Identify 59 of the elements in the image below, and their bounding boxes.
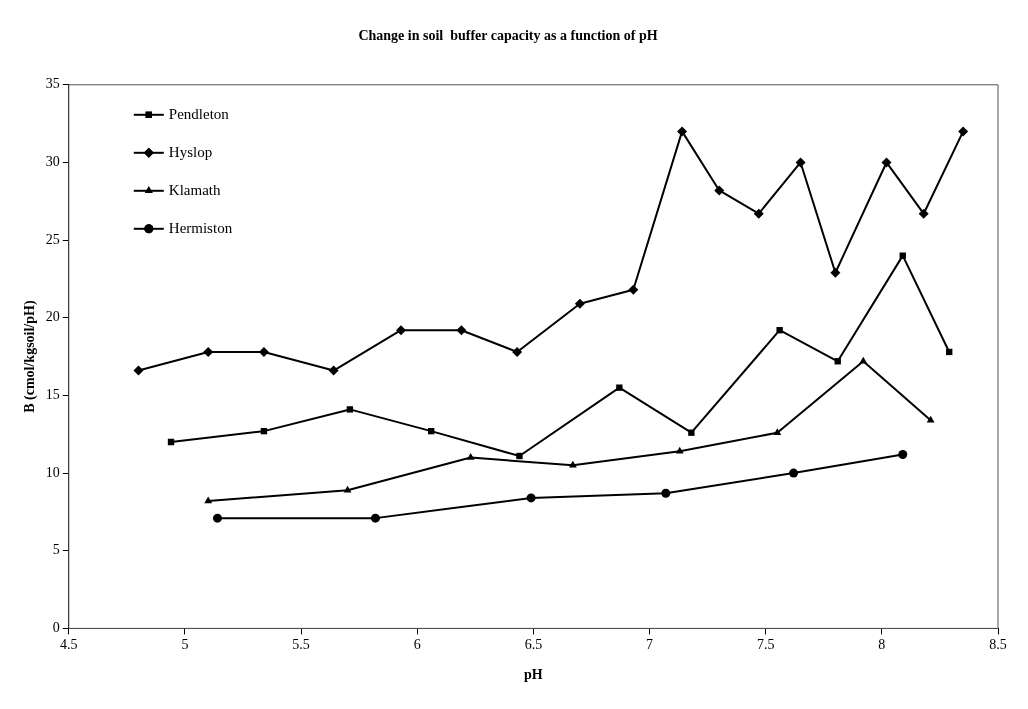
y-tick-label: 20 bbox=[45, 309, 60, 325]
point bbox=[795, 157, 806, 168]
x-tick-label: 5.5 bbox=[292, 637, 310, 653]
y-axis-title: B (cmol/kgsoil/pH) bbox=[22, 300, 39, 413]
point bbox=[830, 267, 841, 278]
x-tick-label: 6 bbox=[413, 637, 421, 653]
point bbox=[370, 513, 380, 523]
point bbox=[328, 365, 339, 376]
legend-label: Pendleton bbox=[168, 105, 230, 122]
point bbox=[512, 346, 523, 357]
legend-label: Hyslop bbox=[168, 143, 213, 160]
y-tick-label: 10 bbox=[45, 464, 60, 480]
legend-label: Klamath bbox=[168, 181, 221, 198]
point bbox=[789, 468, 799, 478]
y-tick-label: 25 bbox=[45, 231, 60, 247]
x-tick-label: 8.5 bbox=[989, 637, 1007, 653]
point bbox=[859, 356, 868, 364]
point bbox=[675, 446, 684, 454]
point bbox=[773, 428, 782, 435]
x-tick-label: 6.5 bbox=[524, 637, 543, 653]
x-axis-title: pH bbox=[524, 667, 543, 683]
y-tick-label: 15 bbox=[45, 387, 60, 403]
x-tick-label: 5 bbox=[181, 637, 189, 653]
point bbox=[918, 208, 929, 219]
point bbox=[466, 453, 475, 460]
x-tick-label: 7.5 bbox=[756, 637, 775, 653]
y-tick-label: 5 bbox=[52, 542, 60, 558]
point bbox=[926, 415, 935, 423]
point bbox=[395, 325, 406, 336]
point bbox=[574, 298, 585, 309]
point bbox=[661, 488, 671, 498]
point bbox=[899, 252, 906, 259]
y-tick-label: 0 bbox=[52, 620, 60, 636]
point bbox=[568, 460, 577, 468]
point bbox=[753, 208, 764, 219]
point bbox=[881, 157, 892, 168]
point bbox=[677, 126, 688, 137]
x-tick-label: 7 bbox=[646, 637, 654, 653]
point bbox=[346, 406, 354, 413]
point bbox=[204, 496, 213, 504]
point bbox=[958, 126, 969, 137]
point bbox=[212, 513, 222, 523]
point bbox=[616, 384, 623, 391]
point bbox=[516, 452, 523, 460]
x-tick-label: 4.5 bbox=[60, 637, 78, 653]
point bbox=[526, 493, 536, 503]
point bbox=[456, 325, 467, 336]
x-tick-label: 8 bbox=[878, 637, 886, 653]
point bbox=[776, 327, 783, 334]
legend-label: Hermiston bbox=[168, 219, 233, 236]
point bbox=[688, 429, 695, 436]
point bbox=[343, 485, 352, 493]
point bbox=[628, 284, 639, 295]
point bbox=[714, 185, 725, 196]
y-tick-label: 30 bbox=[45, 154, 60, 170]
point bbox=[898, 449, 908, 459]
chart-title: Change in soil buffer capacity as a function of pH bbox=[358, 28, 658, 44]
point bbox=[133, 365, 144, 376]
y-tick-label: 35 bbox=[45, 76, 60, 92]
